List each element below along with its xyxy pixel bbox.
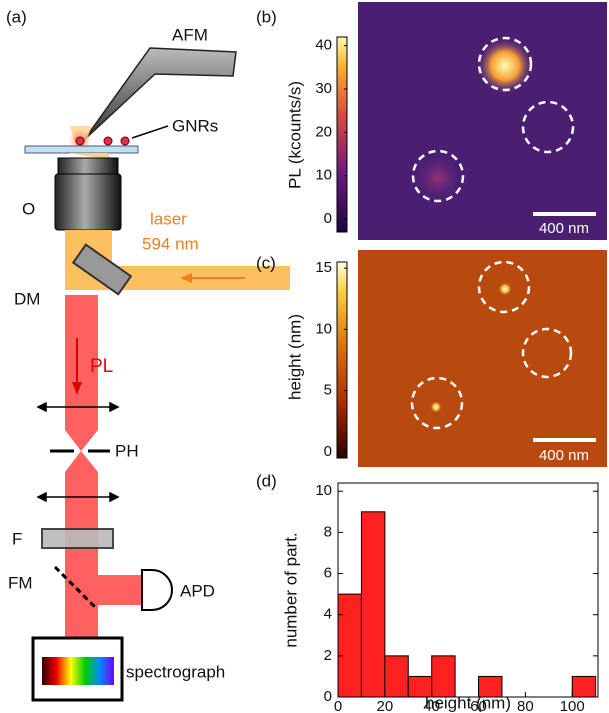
colorbar-tick-label: 15 xyxy=(315,259,332,276)
x-tick-label: 40 xyxy=(423,698,440,713)
bar xyxy=(338,594,361,697)
colorbar-tick-label: 0 xyxy=(324,210,332,227)
y-tick-label: 6 xyxy=(324,565,332,582)
pl-image: (b) 400 nm PL (kcounts/s) 0 10 20 30 40 xyxy=(256,2,607,240)
setup-diagram: (a) AFM GNRs O laser 594 nm DM PL PH F F… xyxy=(6,7,290,700)
y-tick-label: 4 xyxy=(324,606,332,623)
colorbar xyxy=(337,37,347,232)
colorbar-tick-label: 0 xyxy=(324,443,332,460)
x-tick-label: 100 xyxy=(560,698,585,713)
label-wavelength: 594 nm xyxy=(142,234,199,253)
bar xyxy=(361,512,384,697)
panel-label: (b) xyxy=(256,7,277,26)
colorbar xyxy=(337,262,347,458)
label-pl: PL xyxy=(90,356,113,377)
pl-beam xyxy=(65,295,98,540)
label-spectrograph: spectrograph xyxy=(126,662,225,681)
colorbar-label: PL (kcounts/s) xyxy=(285,81,304,189)
x-tick-label: 0 xyxy=(334,698,342,713)
scale-bar-label: 400 nm xyxy=(539,447,589,464)
label-gnrs: GNRs xyxy=(172,116,218,135)
bar xyxy=(432,656,455,697)
panel-label: (a) xyxy=(6,7,27,26)
panel-label: (c) xyxy=(256,253,276,272)
x-tick-label: 20 xyxy=(377,698,394,713)
label-fm: FM xyxy=(8,573,33,592)
bar xyxy=(408,676,431,697)
x-tick-label: 80 xyxy=(517,698,534,713)
colorbar-tick-label: 20 xyxy=(315,123,332,140)
colorbar-tick-label: 10 xyxy=(315,167,332,184)
colorbar-tick-label: 5 xyxy=(324,382,332,399)
x-tick-label: 60 xyxy=(470,698,487,713)
panel-label: (d) xyxy=(256,471,277,490)
label-apd: APD xyxy=(180,581,215,600)
label-dm: DM xyxy=(14,289,40,308)
filter xyxy=(42,529,113,548)
label-f: F xyxy=(12,529,22,548)
apd xyxy=(142,570,172,610)
histogram: (d) height (nm) number of part. 02468100… xyxy=(256,471,598,713)
y-tick-label: 0 xyxy=(324,688,332,705)
height-image: (c) 400 nm height (nm) 0 5 10 15 xyxy=(256,250,607,467)
spot xyxy=(430,401,442,413)
pl-beam xyxy=(75,575,145,605)
spectrum xyxy=(42,657,114,685)
label-afm: AFM xyxy=(172,25,208,44)
label-ph: PH xyxy=(115,441,139,460)
colorbar-tick-label: 30 xyxy=(315,80,332,97)
bar xyxy=(572,676,595,697)
scale-bar-label: 400 nm xyxy=(539,220,589,237)
colorbar-tick-label: 10 xyxy=(315,320,332,337)
image xyxy=(358,2,607,240)
bar xyxy=(385,656,408,697)
bar xyxy=(479,676,502,697)
y-tick-label: 2 xyxy=(324,647,332,664)
label-laser: laser xyxy=(150,209,187,228)
arrow xyxy=(132,126,168,138)
colorbar-tick-label: 40 xyxy=(315,37,332,54)
spot xyxy=(416,156,460,200)
glass-slide xyxy=(25,146,138,153)
spot xyxy=(498,282,512,296)
figure: (a) AFM GNRs O laser 594 nm DM PL PH F F… xyxy=(0,0,609,713)
objective-top xyxy=(58,158,118,174)
objective xyxy=(55,174,121,230)
colorbar-label: height (nm) xyxy=(285,314,304,400)
y-tick-label: 8 xyxy=(324,523,332,540)
label-o: O xyxy=(22,199,35,218)
y-axis-label: number of part. xyxy=(281,532,300,647)
y-tick-label: 10 xyxy=(315,482,332,499)
